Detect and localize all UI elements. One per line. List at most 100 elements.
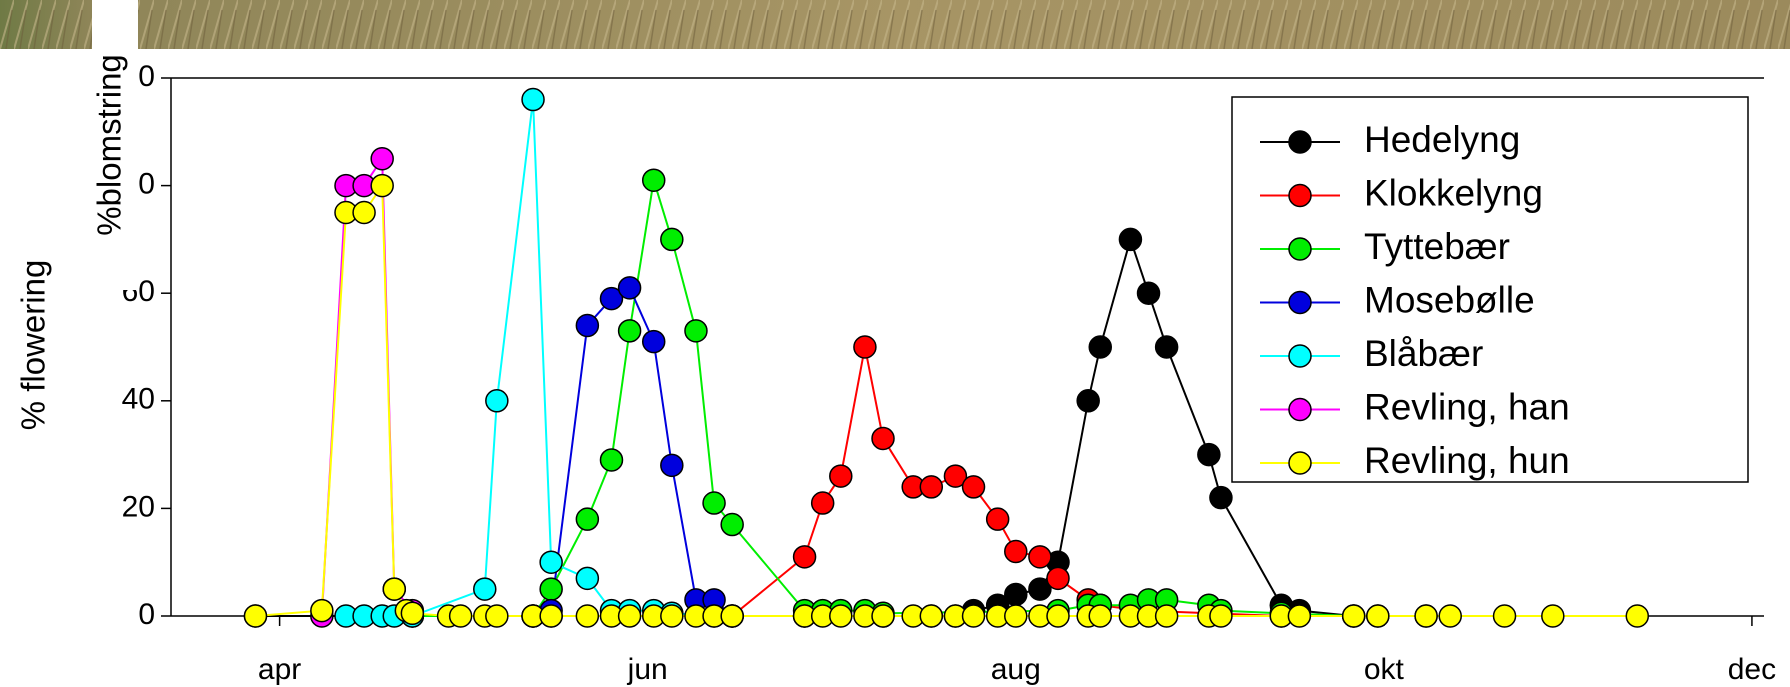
data-point [539, 550, 563, 574]
data-point [575, 313, 600, 338]
x-tick-label: apr [258, 653, 301, 686]
y-tick-label: 40 [122, 383, 155, 416]
legend-label: Mosebølle [1364, 279, 1535, 320]
series-line [731, 346, 1282, 617]
legend-marker [1288, 183, 1312, 208]
data-point [1541, 604, 1565, 628]
data-point [660, 604, 684, 628]
data-point [1136, 281, 1161, 305]
data-point [1118, 227, 1143, 252]
y-tick-label: 0 [138, 598, 155, 631]
data-point [829, 464, 853, 488]
data-point [1625, 604, 1650, 628]
data-point [575, 507, 600, 531]
data-point [641, 329, 666, 354]
data-point [617, 604, 642, 628]
legend-marker [1288, 397, 1312, 422]
data-point [310, 598, 334, 623]
data-point [1046, 604, 1070, 628]
data-point [1154, 604, 1179, 628]
data-point [1004, 539, 1028, 564]
data-point [382, 577, 407, 601]
legend-box [1231, 96, 1749, 483]
data-point [829, 604, 853, 628]
background-photo-texture [0, 0, 1790, 49]
legend-label: Tyttebær [1364, 226, 1510, 267]
legend-label: Revling, han [1364, 386, 1570, 427]
data-point [1028, 545, 1052, 569]
data-point [575, 604, 600, 628]
data-point [641, 168, 666, 192]
y-axis-label: % flowering [15, 260, 52, 431]
x-tick-label: jun [627, 653, 668, 686]
data-point [1088, 604, 1112, 628]
legend-marker [1288, 290, 1312, 315]
x-tick-label: dec [1728, 653, 1776, 686]
data-point [1154, 335, 1179, 359]
data-point [1341, 604, 1366, 628]
data-point [871, 426, 895, 451]
data-point [985, 507, 1010, 531]
data-point [448, 604, 473, 628]
legend-marker [1288, 451, 1312, 475]
data-point [370, 173, 394, 198]
x-tick-label: okt [1364, 653, 1405, 686]
data-point [1438, 604, 1462, 628]
data-point [370, 146, 394, 171]
data-point [539, 604, 563, 628]
data-point [792, 545, 817, 569]
data-point [1209, 604, 1233, 628]
data-point [961, 475, 986, 499]
data-point [853, 335, 877, 359]
data-point [617, 319, 642, 343]
y-axis-label-overlay: %blomstring [91, 54, 128, 236]
data-point [660, 227, 684, 252]
data-point [1088, 335, 1112, 359]
data-point [485, 389, 509, 413]
data-point [919, 475, 944, 499]
data-point [539, 577, 563, 601]
legend-marker [1288, 237, 1312, 261]
data-point [1287, 604, 1312, 628]
data-point [919, 604, 944, 628]
data-point [243, 604, 268, 628]
data-point [810, 491, 835, 515]
data-point [871, 604, 895, 628]
data-point [599, 286, 624, 311]
data-point [1209, 485, 1233, 510]
data-point [1046, 566, 1070, 591]
legend-label: Hedelyng [1364, 119, 1520, 160]
data-point [943, 464, 968, 488]
data-point [1197, 442, 1221, 467]
data-point [702, 491, 726, 515]
data-point [473, 577, 497, 601]
y-tick-label: 20 [122, 490, 155, 523]
legend-marker [1288, 130, 1312, 154]
data-point [1004, 582, 1028, 607]
series-line [412, 179, 1354, 617]
legend-marker [1288, 344, 1312, 368]
data-point [684, 319, 708, 343]
data-point [720, 604, 744, 628]
data-point [352, 200, 376, 225]
legend-label: Klokkelyng [1364, 172, 1543, 213]
label-backdrop [92, 0, 138, 290]
data-point [617, 276, 642, 300]
data-point [1366, 604, 1390, 628]
legend-label: Revling, hun [1364, 440, 1570, 481]
data-point [485, 604, 509, 628]
data-point [660, 453, 684, 478]
data-point [1004, 604, 1028, 628]
x-tick-label: aug [991, 653, 1041, 686]
data-point [521, 87, 545, 112]
data-point [400, 601, 425, 626]
data-point [1076, 389, 1100, 413]
data-point [720, 512, 744, 537]
data-point [1028, 577, 1052, 601]
data-point [599, 448, 624, 472]
data-point [1492, 604, 1517, 628]
data-point [961, 604, 986, 628]
legend-label: Blåbær [1364, 333, 1483, 374]
data-point [1414, 604, 1438, 628]
